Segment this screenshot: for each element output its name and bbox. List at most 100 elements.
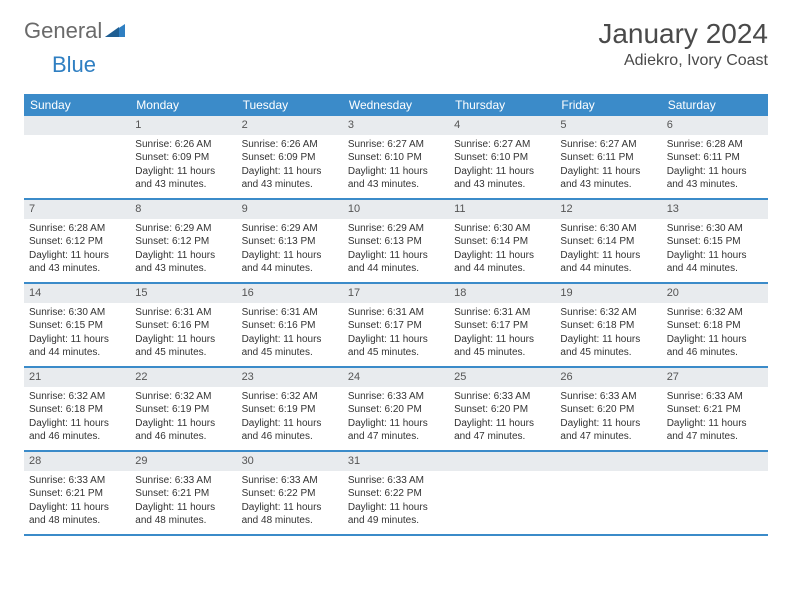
daylight-line: Daylight: 11 hours and 43 minutes. — [29, 249, 125, 276]
day-number: 16 — [237, 284, 343, 303]
week-row: 21Sunrise: 6:32 AMSunset: 6:18 PMDayligh… — [24, 368, 768, 452]
daylight-line: Daylight: 11 hours and 46 minutes. — [667, 333, 763, 360]
sunrise-line: Sunrise: 6:26 AM — [135, 138, 231, 152]
weeks-container: .1Sunrise: 6:26 AMSunset: 6:09 PMDayligh… — [24, 116, 768, 536]
sunset-line: Sunset: 6:21 PM — [667, 403, 763, 417]
logo-text-general: General — [24, 18, 102, 44]
day-number: 5 — [555, 116, 661, 135]
sunrise-line: Sunrise: 6:32 AM — [242, 390, 338, 404]
day-number: 28 — [24, 452, 130, 471]
sunrise-line: Sunrise: 6:30 AM — [29, 306, 125, 320]
daylight-line: Daylight: 11 hours and 43 minutes. — [135, 249, 231, 276]
sunset-line: Sunset: 6:17 PM — [348, 319, 444, 333]
day-number: 30 — [237, 452, 343, 471]
day-body: Sunrise: 6:29 AMSunset: 6:12 PMDaylight:… — [134, 222, 232, 276]
day-cell: 30Sunrise: 6:33 AMSunset: 6:22 PMDayligh… — [237, 452, 343, 534]
day-cell: . — [24, 116, 130, 198]
sunset-line: Sunset: 6:18 PM — [560, 319, 656, 333]
day-cell: 14Sunrise: 6:30 AMSunset: 6:15 PMDayligh… — [24, 284, 130, 366]
sunset-line: Sunset: 6:12 PM — [29, 235, 125, 249]
day-cell: 7 Sunrise: 6:28 AMSunset: 6:12 PMDaylight… — [24, 200, 130, 282]
sunset-line: Sunset: 6:11 PM — [667, 151, 763, 165]
day-cell: 28 Sunrise: 6:33 AMSunset: 6:21 PMDayligh… — [24, 452, 130, 534]
day-cell: 20Sunrise: 6:32 AMSunset: 6:18 PMDayligh… — [662, 284, 768, 366]
location: Adiekro, Ivory Coast — [598, 52, 768, 70]
sunset-line: Sunset: 6:20 PM — [348, 403, 444, 417]
dow-cell: Sunday — [24, 94, 130, 116]
day-number: . — [662, 452, 768, 471]
sunrise-line: Sunrise: 6:30 AM — [454, 222, 550, 236]
week-row: .1Sunrise: 6:26 AMSunset: 6:09 PMDayligh… — [24, 116, 768, 200]
day-number: 12 — [555, 200, 661, 219]
day-cell: 12Sunrise: 6:30 AMSunset: 6:14 PMDayligh… — [555, 200, 661, 282]
day-number: 7 — [24, 200, 130, 219]
daylight-line: Daylight: 11 hours and 44 minutes. — [560, 249, 656, 276]
day-cell: 21Sunrise: 6:32 AMSunset: 6:18 PMDayligh… — [24, 368, 130, 450]
logo-text-blue: Blue — [52, 52, 96, 77]
day-body: Sunrise: 6:29 AMSunset: 6:13 PMDaylight:… — [241, 222, 339, 276]
day-cell: 24Sunrise: 6:33 AMSunset: 6:20 PMDayligh… — [343, 368, 449, 450]
sunrise-line: Sunrise: 6:33 AM — [348, 390, 444, 404]
day-body: Sunrise: 6:33 AMSunset: 6:20 PMDaylight:… — [559, 390, 657, 444]
dow-cell: Thursday — [449, 94, 555, 116]
daylight-line: Daylight: 11 hours and 48 minutes. — [29, 501, 125, 528]
day-cell: 8Sunrise: 6:29 AMSunset: 6:12 PMDaylight… — [130, 200, 236, 282]
sunset-line: Sunset: 6:22 PM — [242, 487, 338, 501]
day-body: Sunrise: 6:31 AMSunset: 6:17 PMDaylight:… — [347, 306, 445, 360]
sunset-line: Sunset: 6:19 PM — [135, 403, 231, 417]
week-row: 7 Sunrise: 6:28 AMSunset: 6:12 PMDaylight… — [24, 200, 768, 284]
day-body: Sunrise: 6:27 AMSunset: 6:11 PMDaylight:… — [559, 138, 657, 192]
daylight-line: Daylight: 11 hours and 44 minutes. — [29, 333, 125, 360]
day-body: Sunrise: 6:31 AMSunset: 6:17 PMDaylight:… — [453, 306, 551, 360]
day-cell: 23Sunrise: 6:32 AMSunset: 6:19 PMDayligh… — [237, 368, 343, 450]
day-body: Sunrise: 6:30 AMSunset: 6:14 PMDaylight:… — [453, 222, 551, 276]
day-body: Sunrise: 6:33 AMSunset: 6:21 PMDaylight:… — [666, 390, 764, 444]
sunset-line: Sunset: 6:09 PM — [242, 151, 338, 165]
sunset-line: Sunset: 6:18 PM — [667, 319, 763, 333]
day-body: Sunrise: 6:33 AMSunset: 6:21 PMDaylight:… — [134, 474, 232, 528]
day-cell: 26 Sunrise: 6:33 AMSunset: 6:20 PMDayligh… — [555, 368, 661, 450]
day-body: Sunrise: 6:32 AMSunset: 6:18 PMDaylight:… — [559, 306, 657, 360]
day-number: 21 — [24, 368, 130, 387]
sunset-line: Sunset: 6:21 PM — [29, 487, 125, 501]
day-number: 20 — [662, 284, 768, 303]
daylight-line: Daylight: 11 hours and 43 minutes. — [135, 165, 231, 192]
logo-triangle-icon — [105, 21, 125, 42]
daylight-line: Daylight: 11 hours and 44 minutes. — [348, 249, 444, 276]
daylight-line: Daylight: 11 hours and 45 minutes. — [135, 333, 231, 360]
day-number: 26 — [555, 368, 661, 387]
day-number: . — [449, 452, 555, 471]
day-body: Sunrise: 6:33 AMSunset: 6:22 PMDaylight:… — [347, 474, 445, 528]
sunrise-line: Sunrise: 6:32 AM — [560, 306, 656, 320]
day-number: 27 — [662, 368, 768, 387]
sunset-line: Sunset: 6:14 PM — [454, 235, 550, 249]
day-number: 15 — [130, 284, 236, 303]
day-cell: 9Sunrise: 6:29 AMSunset: 6:13 PMDaylight… — [237, 200, 343, 282]
sunrise-line: Sunrise: 6:31 AM — [135, 306, 231, 320]
sunrise-line: Sunrise: 6:33 AM — [560, 390, 656, 404]
day-number: 19 — [555, 284, 661, 303]
day-cell: 18Sunrise: 6:31 AMSunset: 6:17 PMDayligh… — [449, 284, 555, 366]
daylight-line: Daylight: 11 hours and 45 minutes. — [454, 333, 550, 360]
sunset-line: Sunset: 6:20 PM — [560, 403, 656, 417]
daylight-line: Daylight: 11 hours and 43 minutes. — [667, 165, 763, 192]
day-number: 25 — [449, 368, 555, 387]
sunrise-line: Sunrise: 6:32 AM — [135, 390, 231, 404]
day-body: Sunrise: 6:33 AMSunset: 6:20 PMDaylight:… — [453, 390, 551, 444]
day-body: Sunrise: 6:33 AMSunset: 6:21 PMDaylight:… — [28, 474, 126, 528]
daylight-line: Daylight: 11 hours and 48 minutes. — [242, 501, 338, 528]
dow-cell: Friday — [555, 94, 661, 116]
daylight-line: Daylight: 11 hours and 49 minutes. — [348, 501, 444, 528]
day-body: Sunrise: 6:28 AMSunset: 6:12 PMDaylight:… — [28, 222, 126, 276]
sunset-line: Sunset: 6:13 PM — [348, 235, 444, 249]
day-cell: 31Sunrise: 6:33 AMSunset: 6:22 PMDayligh… — [343, 452, 449, 534]
day-number: 17 — [343, 284, 449, 303]
day-body: Sunrise: 6:26 AMSunset: 6:09 PMDaylight:… — [134, 138, 232, 192]
day-cell: 3Sunrise: 6:27 AMSunset: 6:10 PMDaylight… — [343, 116, 449, 198]
day-number: 6 — [662, 116, 768, 135]
day-number: 1 — [130, 116, 236, 135]
daylight-line: Daylight: 11 hours and 44 minutes. — [454, 249, 550, 276]
sunset-line: Sunset: 6:16 PM — [242, 319, 338, 333]
day-body: Sunrise: 6:27 AMSunset: 6:10 PMDaylight:… — [347, 138, 445, 192]
daylight-line: Daylight: 11 hours and 47 minutes. — [348, 417, 444, 444]
